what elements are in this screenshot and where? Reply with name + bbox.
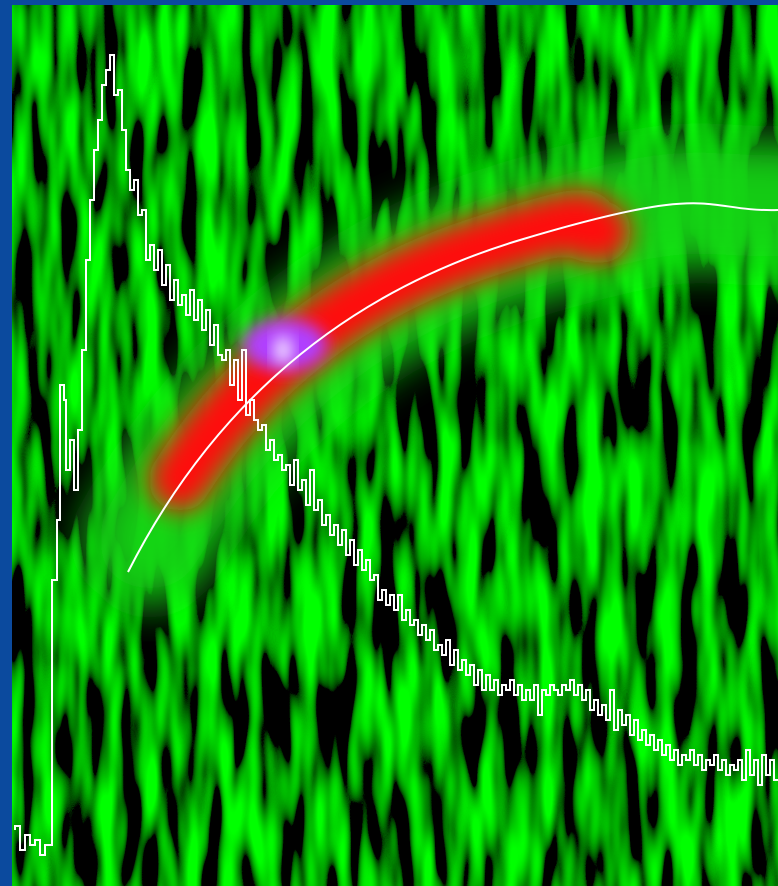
signal-core — [149, 189, 631, 511]
spectrum-panel — [12, 5, 778, 886]
light-curve — [14, 54, 778, 856]
peak-highlight — [275, 336, 291, 364]
fit-curve — [127, 202, 778, 573]
